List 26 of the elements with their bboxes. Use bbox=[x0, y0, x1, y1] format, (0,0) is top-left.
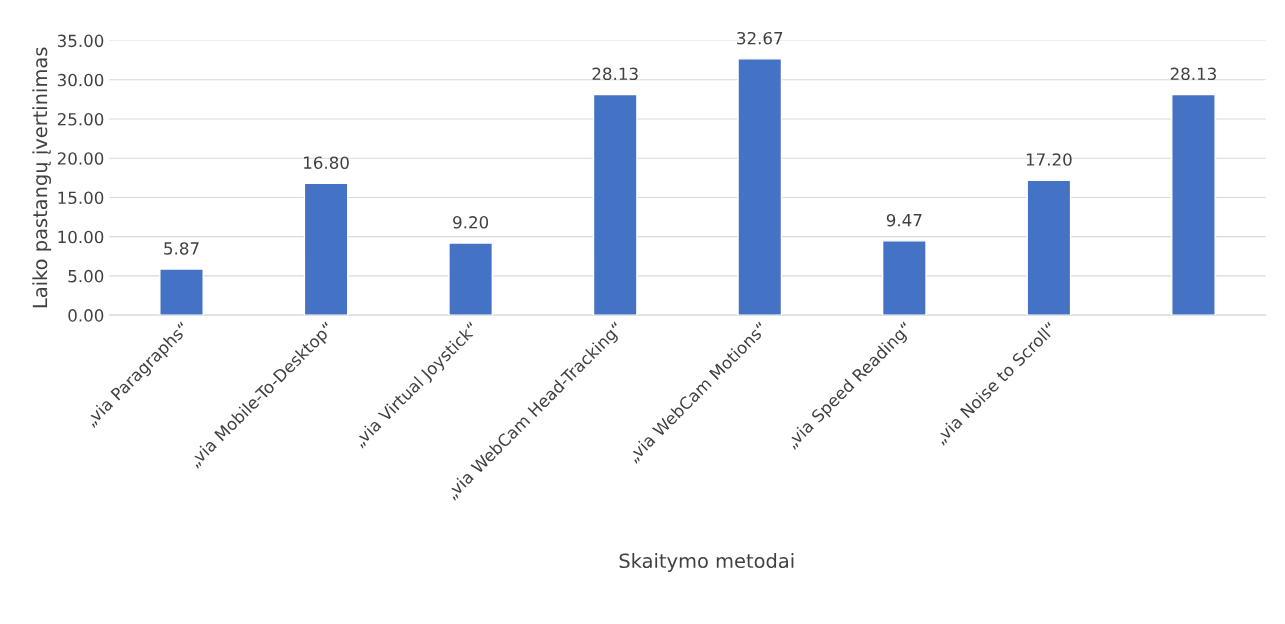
y-axis-title: Laiko pastangų įvertinimas bbox=[32, 47, 52, 308]
data-label: 9.20 bbox=[453, 216, 489, 229]
data-label: 28.13 bbox=[592, 67, 638, 81]
y-tick-label: 30.00 bbox=[57, 73, 104, 87]
bar bbox=[303, 182, 349, 316]
y-tick-label: 20.00 bbox=[57, 152, 104, 165]
data-label: 17.20 bbox=[1026, 153, 1072, 166]
bar bbox=[448, 242, 494, 316]
data-label: 5.87 bbox=[164, 242, 199, 255]
bar bbox=[1026, 179, 1072, 316]
bar bbox=[1171, 93, 1216, 316]
bar bbox=[881, 240, 927, 316]
y-tick-label: 35.00 bbox=[57, 34, 104, 48]
bar bbox=[592, 93, 638, 316]
data-label: 9.47 bbox=[886, 213, 922, 227]
data-label: 28.13 bbox=[1170, 67, 1216, 81]
y-tick-label: 10.00 bbox=[58, 230, 104, 244]
y-tick-label: 5.00 bbox=[68, 269, 104, 283]
x-axis-title: Skaitymo metodai bbox=[619, 553, 794, 572]
y-tick-label: 25.00 bbox=[57, 112, 104, 126]
bar bbox=[737, 58, 783, 316]
y-tick-label: 15.00 bbox=[58, 191, 104, 205]
y-tick-label: 0.00 bbox=[68, 309, 104, 322]
data-label: 32.67 bbox=[737, 31, 783, 45]
bar bbox=[159, 268, 204, 316]
data-label: 16.80 bbox=[304, 156, 349, 169]
